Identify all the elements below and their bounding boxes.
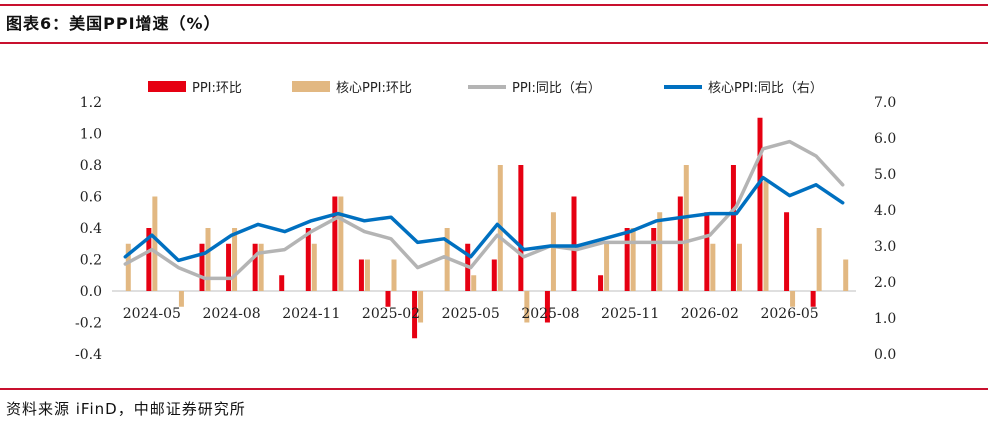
x-tick-label: 2025-02 xyxy=(362,306,420,322)
x-tick-label: 2026-05 xyxy=(760,306,818,322)
ppi-mom-bar xyxy=(226,243,232,291)
ppi-mom-bar xyxy=(784,212,790,291)
ppi-yoy-line xyxy=(123,139,845,281)
x-tick-label: 2026-02 xyxy=(681,306,739,322)
ppi-mom-bar xyxy=(598,275,604,291)
ppi-mom-bar xyxy=(518,165,524,291)
core-ppi-mom-bar xyxy=(524,291,530,323)
ppi-mom-bar xyxy=(810,291,816,307)
core-ppi-mom-bar xyxy=(471,275,477,291)
legend-ppi-yoy-label: PPI:同比（右） xyxy=(512,81,601,96)
y-right-tick-label: 2.0 xyxy=(874,275,896,291)
core-ppi-mom-bar xyxy=(550,212,556,291)
y-left-tick-label: -0.2 xyxy=(75,316,102,332)
title-rule xyxy=(0,42,988,44)
y-left-tick-label: 0.4 xyxy=(80,221,102,237)
ppi-mom-bar xyxy=(412,291,418,339)
x-tick-label: 2024-11 xyxy=(282,306,340,322)
core-ppi-mom-bar xyxy=(125,243,131,291)
y-right-tick-label: 4.0 xyxy=(874,203,896,219)
title-bar: 图表6：美国PPI增速（%） xyxy=(0,0,988,42)
core-ppi-mom-bar xyxy=(311,243,317,291)
core-ppi-yoy-line xyxy=(123,175,845,263)
core-ppi-mom-bar xyxy=(604,243,610,291)
top-rule xyxy=(0,4,988,6)
y-left-tick-label: -0.4 xyxy=(75,347,102,363)
core-ppi-mom-bar xyxy=(790,291,796,307)
y-right-tick-label: 0.0 xyxy=(874,347,896,363)
bottom-rule xyxy=(0,388,988,390)
ppi-mom-bar xyxy=(651,228,657,291)
core-ppi-mom-bar xyxy=(816,228,822,291)
y-left-tick-label: 0.0 xyxy=(80,284,102,300)
core-ppi-mom-bar xyxy=(657,212,663,291)
core-ppi-mom-bar xyxy=(391,259,397,291)
y-right-tick-label: 5.0 xyxy=(874,167,896,183)
core-ppi-mom-bar xyxy=(630,228,636,291)
y-left-tick-label: 1.0 xyxy=(80,127,102,143)
ppi-mom-bar xyxy=(704,212,710,291)
ppi-mom-bar xyxy=(757,117,763,291)
ppi-mom-bar xyxy=(146,228,152,291)
x-tick-label: 2024-08 xyxy=(202,306,260,322)
ppi-mom-bar xyxy=(252,243,258,291)
y-right-tick-label: 7.0 xyxy=(874,95,896,111)
x-tick-label: 2025-05 xyxy=(442,306,500,322)
core-ppi-mom-bar xyxy=(205,228,211,291)
chart-title: 图表6：美国PPI增速（%） xyxy=(6,14,221,33)
y-left-tick-label: 0.8 xyxy=(80,158,102,174)
source-note: 资料来源 iFinD，中邮证券研究所 xyxy=(6,400,246,418)
ppi-mom-bar xyxy=(358,259,364,291)
ppi-mom-bar xyxy=(385,291,391,307)
ppi-mom-bar xyxy=(332,196,338,291)
core-ppi-mom-bar xyxy=(763,180,769,291)
core-ppi-mom-bar xyxy=(232,228,238,291)
ppi-mom-bar xyxy=(624,228,630,291)
core-ppi-mom-bar xyxy=(152,196,158,291)
x-tick-label: 2025-11 xyxy=(601,306,659,322)
x-tick-label: 2024-05 xyxy=(123,306,181,322)
y-left-tick-label: 1.2 xyxy=(80,95,102,111)
core-ppi-mom-bar xyxy=(418,291,424,323)
ppi-chart: -0.4 -0.2 0.0 0.2 0.4 0.6 0.8 1.0 1.2 0.0 1.0 2.0 3.… xyxy=(75,81,896,363)
core-ppi-mom-bar xyxy=(710,243,716,291)
ppi-mom-bar xyxy=(730,165,736,291)
core-ppi-mom-bar xyxy=(736,243,742,291)
legend-core-ppi-mom-label: 核心PPI:环比 xyxy=(336,81,412,96)
ppi-mom-bar xyxy=(491,259,497,291)
ppi-mom-bar xyxy=(544,291,550,323)
y-right-tick-label: 6.0 xyxy=(874,131,896,147)
core-ppi-mom-bar xyxy=(338,196,344,291)
core-ppi-mom-bar xyxy=(258,243,264,291)
y-left-tick-label: 0.6 xyxy=(80,190,102,206)
x-tick-label: 2025-08 xyxy=(521,306,579,322)
ppi-mom-bar xyxy=(279,275,285,291)
core-ppi-mom-bar xyxy=(843,259,849,291)
ppi-mom-bar xyxy=(199,243,205,291)
core-ppi-mom-bar xyxy=(178,291,184,307)
legend-core-ppi-yoy-label: 核心PPI:同比（右） xyxy=(708,81,823,96)
ppi-mom-bar xyxy=(571,196,577,291)
y-left-tick-label: 0.2 xyxy=(80,253,102,269)
y-right-tick-label: 1.0 xyxy=(874,311,896,327)
legend-ppi-mom-swatch xyxy=(148,81,186,92)
legend-ppi-mom-label: PPI:环比 xyxy=(192,81,242,96)
ppi-mom-bar xyxy=(305,228,311,291)
core-ppi-mom-bar xyxy=(364,259,370,291)
y-right-tick-label: 3.0 xyxy=(874,239,896,255)
legend-core-ppi-mom-swatch xyxy=(292,81,330,92)
core-ppi-mom-bar xyxy=(683,165,689,291)
